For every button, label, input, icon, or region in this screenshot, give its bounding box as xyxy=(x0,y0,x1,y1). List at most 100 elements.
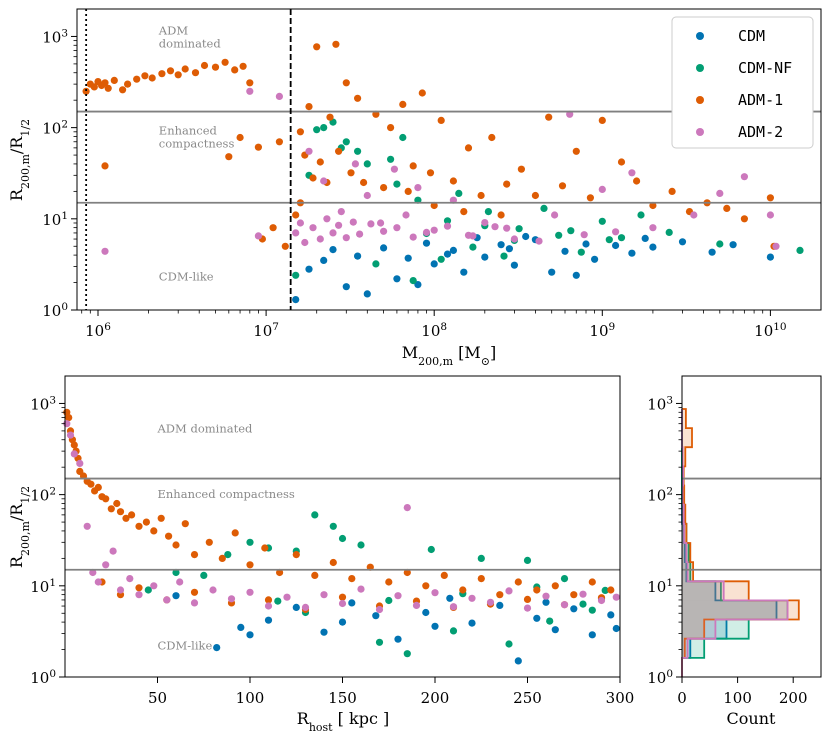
data-point-cdm xyxy=(320,628,328,636)
data-point-cdm-nf xyxy=(354,147,362,155)
data-point-cdm-nf xyxy=(637,211,645,219)
data-point-adm-1 xyxy=(181,65,189,73)
data-point-cdm xyxy=(561,247,569,255)
hist-bar-adm-1 xyxy=(682,638,685,658)
data-point-adm-1 xyxy=(409,162,417,170)
y-tick-label: 103 xyxy=(42,27,68,46)
data-point-cdm-nf xyxy=(796,246,804,254)
data-point-cdm-nf xyxy=(403,650,411,658)
data-point-adm-2 xyxy=(367,220,375,228)
data-point-adm-2 xyxy=(491,223,499,231)
data-point-cdm xyxy=(582,240,590,248)
data-point-cdm xyxy=(431,622,439,630)
data-point-cdm xyxy=(514,657,522,665)
data-point-adm-1 xyxy=(459,586,467,594)
hist-bar-cdm xyxy=(682,543,685,563)
data-point-adm-1 xyxy=(403,568,411,577)
data-point-adm-1 xyxy=(617,158,626,166)
data-point-adm-1 xyxy=(460,208,468,216)
data-point-adm-2 xyxy=(342,234,350,242)
data-point-cdm xyxy=(372,612,380,620)
data-point-cdm-nf xyxy=(313,126,321,134)
data-point-adm-1 xyxy=(523,595,532,604)
data-point-adm-2 xyxy=(430,226,438,234)
data-point-adm-2 xyxy=(351,160,359,168)
y-tick-label: 103 xyxy=(647,394,673,413)
data-point-adm-2 xyxy=(150,582,158,590)
hist-bar-adm-2 xyxy=(682,562,688,582)
legend-box xyxy=(671,16,814,149)
data-point-adm-1 xyxy=(440,571,448,580)
data-point-cdm-nf xyxy=(385,596,393,605)
data-point-cdm xyxy=(363,290,371,298)
data-point-cdm-nf xyxy=(329,522,337,530)
data-point-cdm-nf xyxy=(546,617,554,625)
data-point-cdm xyxy=(572,271,580,279)
data-point-adm-1 xyxy=(254,143,262,151)
series-adm-2 xyxy=(101,87,780,255)
data-point-cdm-nf xyxy=(274,597,282,605)
data-point-adm-2 xyxy=(740,173,749,181)
data-point-cdm xyxy=(510,261,518,269)
data-point-adm-1 xyxy=(477,191,485,200)
data-point-cdm-nf xyxy=(455,189,463,197)
data-point-cdm xyxy=(649,243,657,251)
data-point-cdm-nf xyxy=(320,124,328,132)
x-axis-label: Count xyxy=(727,709,776,728)
data-point-adm-2 xyxy=(323,215,331,223)
data-point-adm-1 xyxy=(572,147,580,155)
series-adm-1 xyxy=(63,408,615,614)
data-point-cdm-nf xyxy=(427,545,435,554)
hist-bar-cdm xyxy=(682,638,691,658)
data-point-adm-1 xyxy=(399,100,407,108)
x-axis-label: M200,m [M⊙] xyxy=(402,343,497,368)
data-point-adm-1 xyxy=(181,520,189,528)
data-point-adm-1 xyxy=(354,94,362,102)
data-point-adm-2 xyxy=(305,147,313,155)
data-point-cdm xyxy=(446,594,454,602)
data-point-adm-2 xyxy=(163,596,171,604)
data-point-cdm-nf xyxy=(224,551,232,559)
data-point-cdm xyxy=(414,281,422,289)
data-point-adm-1 xyxy=(723,204,731,212)
data-point-adm-1 xyxy=(347,169,355,177)
data-point-cdm-nf xyxy=(338,534,347,543)
data-point-cdm-nf xyxy=(567,227,575,235)
data-point-adm-1 xyxy=(90,83,98,91)
data-point-cdm-nf xyxy=(469,243,477,251)
data-point-adm-1 xyxy=(174,71,182,79)
data-point-cdm-nf xyxy=(399,133,407,142)
data-point-adm-1 xyxy=(477,575,485,583)
data-point-adm-2 xyxy=(76,459,84,467)
data-point-adm-2 xyxy=(412,601,421,610)
region-label: Enhanced compactness xyxy=(158,487,295,501)
hist-bar-cdm xyxy=(682,581,716,601)
data-point-adm-1 xyxy=(190,588,199,596)
data-point-adm-1 xyxy=(342,79,350,87)
series-cdm xyxy=(172,592,620,665)
data-point-adm-2 xyxy=(535,237,543,245)
data-point-cdm xyxy=(404,254,412,262)
data-point-adm-2 xyxy=(422,228,431,236)
data-point-cdm-nf xyxy=(437,255,445,263)
data-point-cdm-nf xyxy=(200,571,208,580)
legend-marker-adm-2 xyxy=(696,128,704,136)
data-point-adm-2 xyxy=(254,232,262,240)
data-point-cdm xyxy=(496,601,504,610)
data-point-adm-2 xyxy=(209,586,217,594)
data-point-adm-1 xyxy=(110,76,118,84)
x-tick-label: 1010 xyxy=(754,321,786,340)
data-point-cdm-nf xyxy=(375,638,384,646)
x-tick-label: 0 xyxy=(677,689,687,707)
data-point-adm-1 xyxy=(335,147,343,155)
legend-label-cdm: CDM xyxy=(738,27,765,45)
data-point-adm-2 xyxy=(409,233,417,241)
data-point-adm-1 xyxy=(231,529,239,537)
data-point-cdm-nf xyxy=(560,575,569,583)
data-point-adm-2 xyxy=(510,235,518,243)
data-point-cdm xyxy=(348,599,356,607)
data-point-adm-2 xyxy=(612,593,620,601)
hist-bar-cdm xyxy=(682,600,777,620)
data-point-cdm-nf xyxy=(598,217,606,225)
